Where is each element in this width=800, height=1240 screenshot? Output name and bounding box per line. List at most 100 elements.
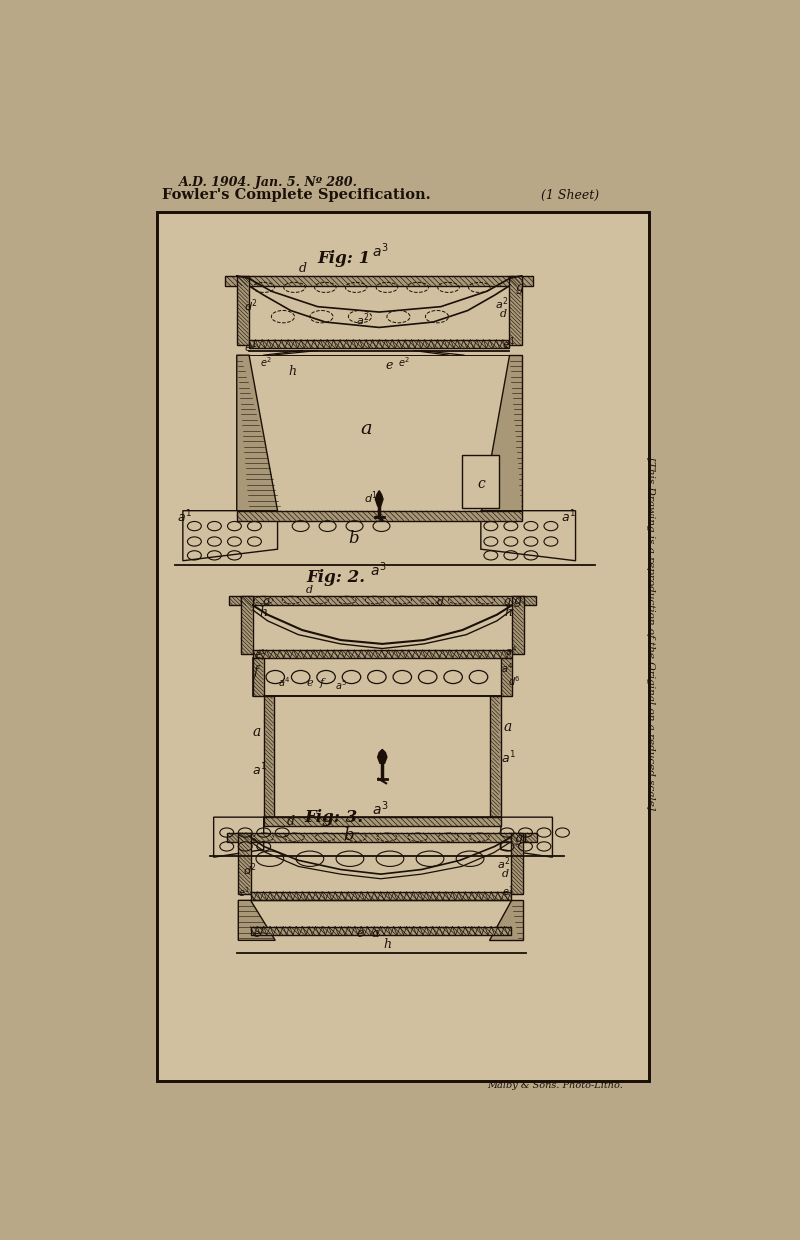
Text: c: c [477, 476, 485, 491]
Text: a: a [371, 926, 379, 940]
Text: A.D. 1904. Jan. 5. Nº 280.: A.D. 1904. Jan. 5. Nº 280. [179, 176, 358, 188]
Bar [523, 596, 535, 605]
Text: a: a [504, 720, 512, 734]
Polygon shape [481, 355, 522, 511]
Text: $a^3$: $a^3$ [371, 241, 388, 259]
Text: $e^2$: $e^2$ [260, 355, 272, 368]
Text: $a^1$: $a^1$ [252, 761, 267, 777]
Text: $d^2$: $d^2$ [245, 298, 258, 314]
Bar [238, 832, 525, 842]
Text: $e^1$: $e^1$ [502, 336, 515, 352]
Text: e: e [356, 926, 363, 940]
Text: $a^1$: $a^1$ [501, 750, 516, 766]
Bar [264, 817, 501, 826]
Text: d: d [306, 585, 313, 595]
Text: d: d [298, 262, 306, 275]
Bar [250, 900, 511, 940]
Text: $e^2$: $e^2$ [253, 926, 265, 940]
Text: g: g [514, 832, 522, 844]
Text: $d^6$: $d^6$ [508, 675, 521, 688]
Bar [525, 832, 537, 842]
Text: [This Drawing is a reproduction of the Original on a reduced scale]: [This Drawing is a reproduction of the O… [646, 458, 654, 810]
Text: $e^1$: $e^1$ [254, 647, 266, 661]
Bar [512, 596, 524, 653]
Text: d: d [287, 815, 294, 828]
Text: $e^2$: $e^2$ [398, 355, 410, 368]
Text: h: h [383, 937, 391, 951]
Polygon shape [490, 900, 523, 940]
Bar [158, 212, 649, 1080]
Bar [521, 275, 534, 286]
Polygon shape [378, 749, 387, 764]
Bar [490, 697, 501, 817]
Bar [501, 657, 512, 697]
Polygon shape [481, 511, 575, 560]
Text: $a^3$: $a^3$ [370, 560, 386, 579]
Text: $a^5$: $a^5$ [335, 678, 347, 692]
Polygon shape [501, 817, 553, 857]
Text: d: d [499, 309, 506, 319]
Bar [250, 926, 511, 935]
Text: Fig: 2.: Fig: 2. [306, 569, 365, 587]
Polygon shape [238, 900, 275, 940]
Text: $e^1$: $e^1$ [238, 885, 250, 899]
Text: $d^1$: $d^1$ [364, 490, 378, 506]
Bar [511, 832, 523, 894]
Text: b: b [349, 529, 359, 547]
Polygon shape [249, 355, 510, 511]
Bar [237, 275, 249, 345]
Text: Fowler's Complete Specification.: Fowler's Complete Specification. [162, 187, 430, 202]
Bar [462, 455, 499, 507]
Text: e: e [386, 360, 393, 372]
Text: $a^1$: $a^1$ [177, 508, 192, 526]
Bar [253, 596, 512, 653]
Text: $e^1$: $e^1$ [502, 884, 514, 898]
Bar [238, 832, 250, 894]
Text: h: h [260, 606, 268, 619]
Text: Fig: 3.: Fig: 3. [305, 808, 363, 826]
Text: a: a [504, 595, 511, 609]
Text: Fig: 1: Fig: 1 [318, 249, 371, 267]
Text: g: g [514, 594, 522, 606]
Bar [253, 657, 512, 697]
Polygon shape [214, 817, 264, 857]
Text: h: h [288, 365, 296, 378]
Bar [237, 511, 522, 521]
Text: $a^2$: $a^2$ [497, 856, 510, 872]
Bar [250, 892, 511, 900]
Text: f: f [254, 665, 258, 678]
Polygon shape [237, 355, 278, 511]
Text: g: g [515, 281, 523, 294]
Text: $a^4$: $a^4$ [278, 676, 290, 689]
Bar [253, 650, 512, 657]
Bar [158, 212, 649, 1080]
Bar [253, 657, 264, 697]
Bar [249, 340, 510, 348]
Text: $a^3$: $a^3$ [371, 800, 388, 818]
Bar [264, 697, 274, 817]
Text: d: d [502, 869, 509, 879]
Text: $a^4$: $a^4$ [506, 645, 518, 658]
Bar [264, 697, 501, 817]
Bar [241, 596, 253, 653]
Text: b: b [344, 827, 354, 844]
Text: $a^2$: $a^2$ [356, 311, 370, 327]
Text: $a^2$: $a^2$ [494, 295, 508, 311]
Polygon shape [375, 491, 383, 506]
Bar [226, 832, 239, 842]
Polygon shape [183, 511, 278, 560]
Text: f: f [320, 678, 324, 688]
Bar [241, 596, 524, 605]
Bar [229, 596, 242, 605]
Text: (1 Sheet): (1 Sheet) [541, 188, 599, 202]
Text: e: e [306, 678, 313, 688]
Polygon shape [237, 275, 522, 312]
Text: $d^2$: $d^2$ [243, 861, 257, 878]
Bar [250, 832, 511, 894]
Text: d: d [437, 598, 444, 608]
Text: h: h [504, 606, 512, 619]
Text: Malby & Sons. Photo-Litho.: Malby & Sons. Photo-Litho. [487, 1081, 623, 1090]
Text: $a^4$: $a^4$ [501, 661, 514, 675]
Text: a: a [262, 595, 270, 609]
Text: $e^1$: $e^1$ [245, 339, 258, 356]
